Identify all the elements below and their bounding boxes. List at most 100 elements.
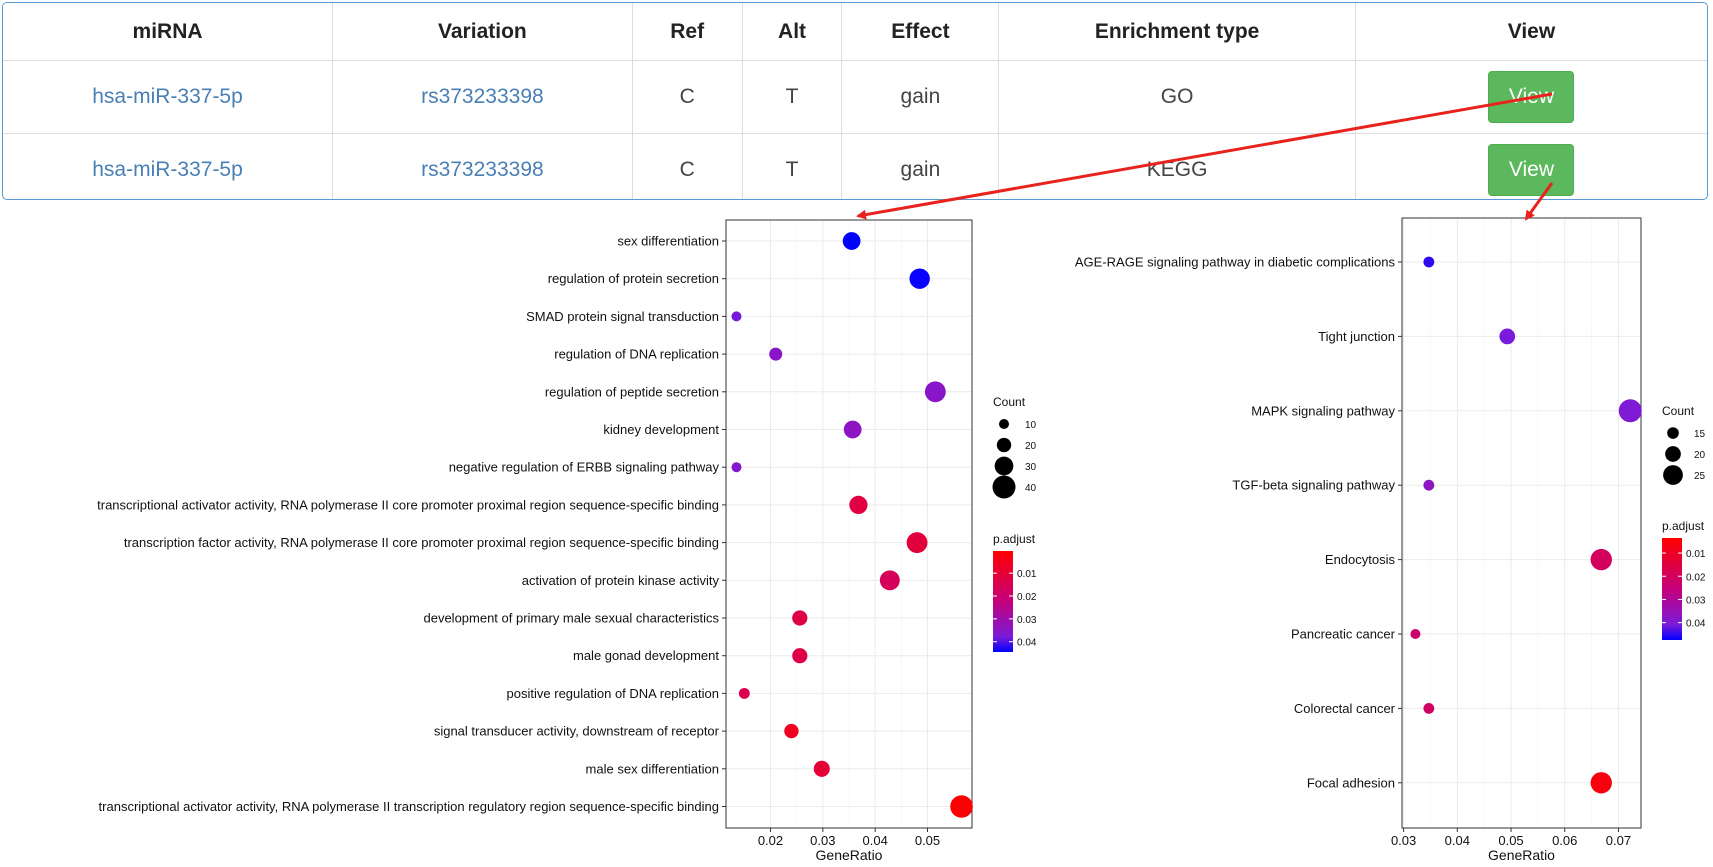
padj-tick-label: 0.02 xyxy=(1017,592,1037,603)
count-legend-label: 20 xyxy=(1025,441,1037,452)
mirna-link[interactable]: hsa-miR-337-5p xyxy=(92,158,243,181)
category-label: male gonad development xyxy=(573,648,719,663)
data-point xyxy=(906,532,928,554)
category-label: Tight junction xyxy=(1318,329,1395,344)
category-label: male sex differentiation xyxy=(586,761,719,776)
count-legend-title: Count xyxy=(1662,404,1695,418)
cell-enrichment-type: GO xyxy=(998,60,1356,134)
cell-ref: C xyxy=(632,133,743,199)
count-legend-label: 25 xyxy=(1694,471,1706,482)
padj-colorbar xyxy=(1662,538,1682,640)
go-dot-plot: sex differentiation regulation of protein… xyxy=(97,219,1037,863)
data-point xyxy=(842,232,861,250)
padj-tick-label: 0.03 xyxy=(1017,615,1037,626)
cell-variation: rs373233398 xyxy=(332,133,633,199)
results-table-container: miRNA Variation Ref Alt Effect Enrichmen… xyxy=(2,2,1708,200)
cell-variation: rs373233398 xyxy=(332,60,633,134)
category-label: SMAD protein signal transduction xyxy=(526,309,719,324)
count-legend-point xyxy=(1665,446,1681,462)
arrow-go xyxy=(856,92,1553,220)
count-legend-label: 15 xyxy=(1694,429,1706,440)
data-point xyxy=(843,420,862,439)
header-mirna: miRNA xyxy=(3,3,334,61)
data-point xyxy=(1590,548,1612,571)
table-row: hsa-miR-337-5p rs373233398 C T gain GO V… xyxy=(3,60,1707,134)
x-tick-label: 0.07 xyxy=(1606,833,1631,848)
data-point xyxy=(731,462,742,473)
cell-ref: C xyxy=(632,60,743,134)
header-ref: Ref xyxy=(632,3,743,61)
mirna-link[interactable]: hsa-miR-337-5p xyxy=(92,85,243,108)
data-point xyxy=(1410,629,1421,639)
data-point xyxy=(813,760,830,777)
data-point xyxy=(769,347,783,361)
variation-link[interactable]: rs373233398 xyxy=(421,158,544,181)
variation-link[interactable]: rs373233398 xyxy=(421,85,544,108)
count-legend-label: 40 xyxy=(1025,483,1037,494)
data-point xyxy=(924,381,946,403)
data-point xyxy=(1423,256,1435,268)
category-label: Colorectal cancer xyxy=(1294,701,1396,716)
padj-tick-label: 0.04 xyxy=(1017,638,1037,649)
data-point xyxy=(784,723,799,739)
x-tick-label: 0.05 xyxy=(915,833,940,848)
count-legend-point xyxy=(1663,465,1683,485)
header-alt: Alt xyxy=(742,3,843,61)
data-point xyxy=(1423,479,1435,491)
cell-mirna: hsa-miR-337-5p xyxy=(3,133,334,199)
category-label: kidney development xyxy=(603,422,719,437)
data-point xyxy=(950,795,973,818)
padj-tick-label: 0.01 xyxy=(1017,569,1037,580)
x-tick-label: 0.06 xyxy=(1552,833,1577,848)
count-legend-point xyxy=(992,475,1016,499)
header-effect: Effect xyxy=(841,3,1000,61)
count-legend-point xyxy=(1667,427,1679,439)
x-axis-label: GeneRatio xyxy=(816,847,883,863)
padj-tick-label: 0.01 xyxy=(1686,549,1706,560)
table-header-row: miRNA Variation Ref Alt Effect Enrichmen… xyxy=(3,3,1707,61)
padj-legend-title: p.adjust xyxy=(993,532,1036,546)
x-tick-label: 0.04 xyxy=(1445,833,1470,848)
category-label: MAPK signaling pathway xyxy=(1251,403,1395,418)
category-label: signal transducer activity, downstream o… xyxy=(434,724,720,739)
plot-border xyxy=(1401,217,1642,829)
x-tick-label: 0.02 xyxy=(758,833,783,848)
cell-alt: T xyxy=(742,133,843,199)
count-legend-point xyxy=(999,419,1009,429)
category-label: regulation of peptide secretion xyxy=(545,384,719,399)
count-legend-label: 30 xyxy=(1025,462,1037,473)
category-label: Pancreatic cancer xyxy=(1291,627,1396,642)
count-legend-point xyxy=(996,437,1012,453)
category-label: sex differentiation xyxy=(617,234,719,249)
category-label: regulation of protein secretion xyxy=(548,271,719,286)
category-label: AGE-RAGE signaling pathway in diabetic c… xyxy=(1075,255,1396,270)
cell-effect: gain xyxy=(841,60,1000,134)
padj-colorbar xyxy=(993,551,1013,652)
category-label: regulation of DNA replication xyxy=(554,347,719,362)
category-label: transcriptional activator activity, RNA … xyxy=(99,799,719,814)
x-tick-label: 0.05 xyxy=(1498,833,1523,848)
plot-panel xyxy=(1402,218,1641,828)
cell-enrichment-type: KEGG xyxy=(998,133,1356,199)
x-tick-label: 0.03 xyxy=(810,833,835,848)
padj-tick-label: 0.02 xyxy=(1686,572,1706,583)
view-kegg-button[interactable]: View xyxy=(1488,144,1575,196)
category-label: activation of protein kinase activity xyxy=(522,573,720,588)
data-point xyxy=(1423,702,1435,714)
data-point xyxy=(909,268,930,289)
x-tick-label: 0.03 xyxy=(1391,833,1416,848)
padj-tick-label: 0.04 xyxy=(1686,619,1706,630)
category-label: TGF-beta signaling pathway xyxy=(1232,478,1395,493)
data-point xyxy=(879,570,900,591)
results-table: miRNA Variation Ref Alt Effect Enrichmen… xyxy=(3,3,1707,199)
kegg-dot-plot: AGE-RAGE signaling pathway in diabetic c… xyxy=(1075,217,1706,863)
category-label: transcription factor activity, RNA polym… xyxy=(124,535,719,550)
arrow-kegg xyxy=(1524,182,1554,221)
count-legend-point xyxy=(994,456,1014,476)
count-legend-label: 10 xyxy=(1025,420,1037,431)
count-legend-title: Count xyxy=(993,395,1026,409)
header-variation: Variation xyxy=(332,3,633,61)
count-legend-label: 20 xyxy=(1694,450,1706,461)
data-point xyxy=(1618,399,1642,423)
header-view: View xyxy=(1355,3,1707,61)
